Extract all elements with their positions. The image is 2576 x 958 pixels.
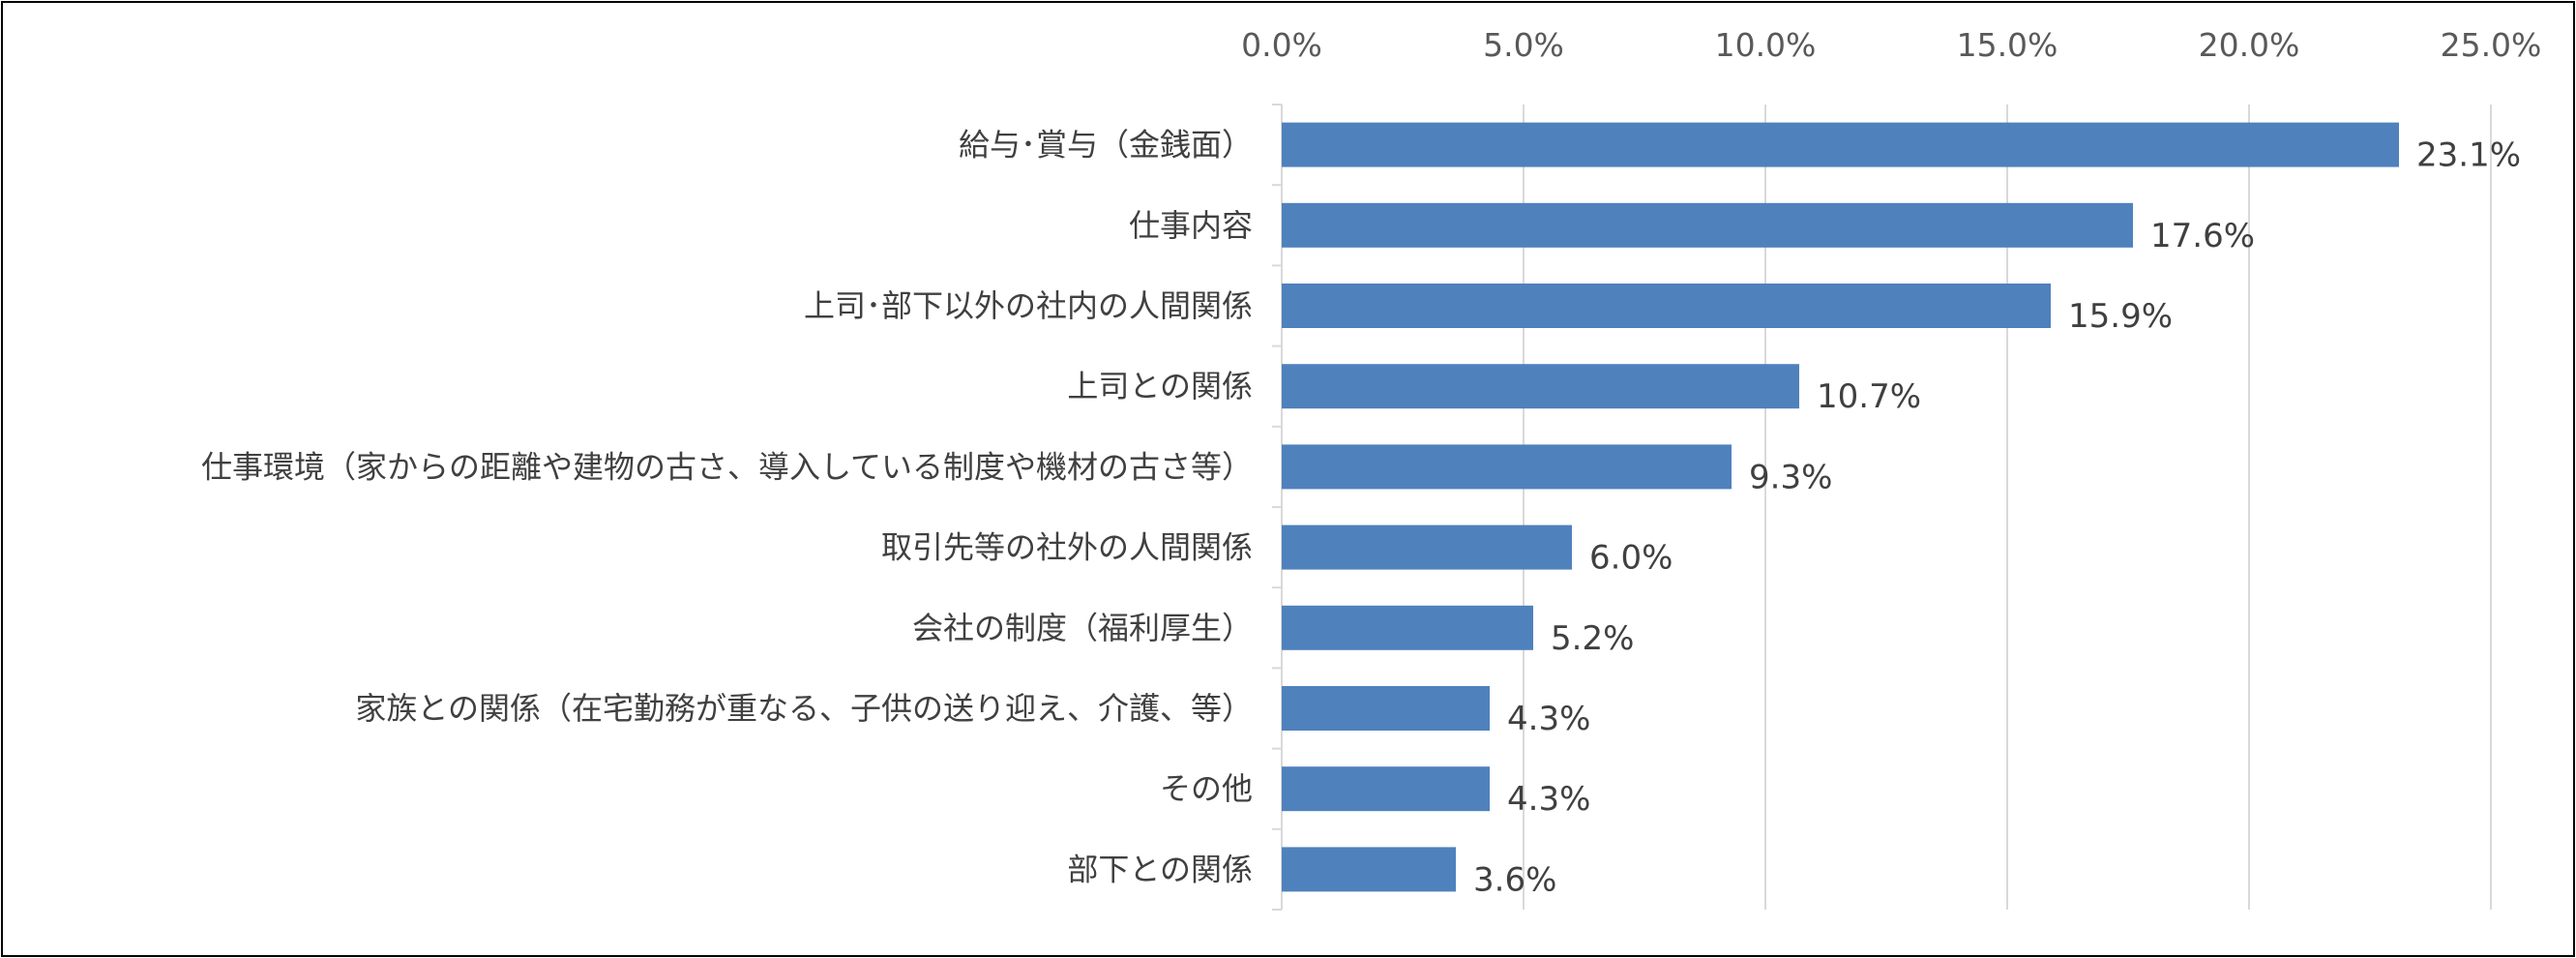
x-tick-label: 5.0% bbox=[1483, 26, 1564, 64]
category-label: 会社の制度（福利厚生） bbox=[912, 610, 1253, 646]
category-label: 給与･賞与（金銭面） bbox=[959, 127, 1253, 164]
bar bbox=[1282, 605, 1533, 650]
bar bbox=[1282, 284, 2051, 328]
x-tick-label: 0.0% bbox=[1241, 26, 1322, 64]
category-label: 部下との関係 bbox=[1067, 851, 1253, 887]
data-label: 17.6% bbox=[2150, 217, 2255, 255]
data-label: 5.2% bbox=[1551, 619, 1634, 658]
category-label: 仕事環境（家からの距離や建物の古さ、導入している制度や機材の古さ等） bbox=[201, 448, 1253, 485]
bar bbox=[1282, 524, 1572, 570]
category-label: 取引先等の社外の人間関係 bbox=[881, 529, 1253, 566]
data-label: 4.3% bbox=[1507, 700, 1590, 738]
category-label: その他 bbox=[1160, 770, 1253, 807]
data-label: 15.9% bbox=[2068, 297, 2173, 336]
bar bbox=[1282, 122, 2399, 167]
bar bbox=[1282, 364, 1799, 409]
data-label: 6.0% bbox=[1589, 539, 1673, 578]
bar bbox=[1282, 444, 1732, 490]
data-label: 4.3% bbox=[1507, 780, 1590, 819]
data-label: 9.3% bbox=[1749, 458, 1832, 496]
x-tick-label: 15.0% bbox=[1957, 26, 2058, 64]
bar bbox=[1282, 686, 1490, 731]
category-label: 上司との関係 bbox=[1067, 368, 1253, 404]
data-label: 3.6% bbox=[1473, 860, 1556, 899]
bar bbox=[1282, 766, 1490, 812]
category-label: 仕事内容 bbox=[1129, 207, 1253, 244]
x-tick-label: 10.0% bbox=[1715, 26, 1817, 64]
bar bbox=[1282, 847, 1456, 892]
data-label: 23.1% bbox=[2416, 136, 2521, 175]
x-tick-label: 25.0% bbox=[2441, 26, 2542, 64]
category-label: 家族との関係（在宅勤務が重なる、子供の送り迎え、介護、等） bbox=[355, 690, 1253, 727]
category-label: 上司･部下以外の社内の人間関係 bbox=[804, 287, 1253, 324]
data-label: 10.7% bbox=[1817, 377, 1921, 416]
bar bbox=[1282, 202, 2133, 248]
x-tick-label: 20.0% bbox=[2199, 26, 2300, 64]
